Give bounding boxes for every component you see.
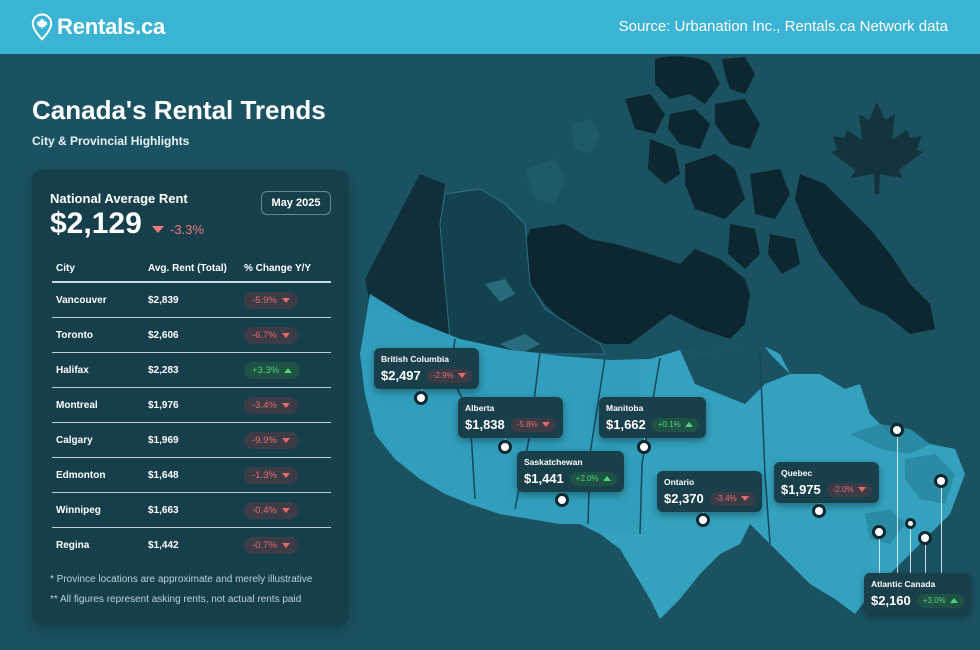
up-arrow-icon (284, 367, 293, 373)
down-arrow-icon (281, 402, 290, 408)
down-arrow-icon (281, 543, 290, 548)
change-badge: +3.3% (244, 361, 301, 379)
up-arrow-icon (684, 422, 693, 427)
national-summary-card: National Average Rent $2,129 -3.3% May 2… (32, 170, 349, 625)
footnote-locations: * Province locations are approximate and… (50, 574, 313, 585)
map-pin-maple-icon (31, 13, 53, 41)
top-banner: Rentals.ca Source: Urbanation Inc., Rent… (0, 0, 980, 54)
down-arrow-icon (281, 507, 290, 513)
up-arrow-icon (602, 476, 611, 481)
northwest-territories (439, 188, 606, 355)
province-label-manitoba[interactable]: Manitoba $1,662 +0.1% (599, 397, 706, 438)
map-pin-newfoundland[interactable] (890, 423, 904, 437)
source-credit: Source: Urbanation Inc., Rentals.ca Netw… (618, 18, 948, 35)
change-badge: -0.7% (244, 537, 298, 554)
yukon (365, 174, 450, 339)
down-arrow-icon (281, 332, 290, 338)
national-rent-change: -3.3% (152, 222, 204, 237)
date-selector[interactable]: May 2025 (261, 191, 331, 215)
national-rent-label: National Average Rent (50, 191, 188, 206)
logo-text: Rentals.ca (57, 14, 166, 39)
page-subtitle: City & Provincial Highlights (32, 134, 190, 148)
map-pin-ontario[interactable] (696, 513, 710, 527)
change-badge: -3.4% (709, 491, 755, 506)
table-header: City Avg. Rent (Total) % Change Y/Y (52, 256, 331, 283)
col-header-change: % Change Y/Y (244, 263, 312, 274)
map-pin-saskatchewan[interactable] (555, 493, 569, 507)
col-header-rent: Avg. Rent (Total) (148, 263, 227, 274)
table-row: Halifax $2,283 +3.3% (52, 353, 331, 388)
change-badge: -3.4% (244, 396, 298, 414)
table-row: Calgary $1,969 -9.9% (52, 423, 331, 458)
change-badge: -9.9% (244, 431, 298, 449)
change-badge: -6.7% (244, 326, 298, 344)
province-label-ontario[interactable]: Ontario $2,370 -3.4% (657, 471, 762, 512)
down-arrow-icon (281, 437, 290, 443)
province-label-atlantic-canada[interactable]: Atlantic Canada $2,160 +3.0% (864, 573, 971, 614)
arctic-islands (520, 56, 935, 344)
map-pin-nova-scotia[interactable] (918, 531, 932, 545)
province-label-alberta[interactable]: Alberta $1,838 -5.8% (458, 397, 563, 438)
down-arrow-icon (152, 226, 164, 233)
table-row: Edmonton $1,648 -1.3% (52, 458, 331, 493)
table-row: Winnipeg $1,663 -0.4% (52, 493, 331, 528)
change-badge: -1.3% (244, 466, 298, 484)
province-label-saskatchewan[interactable]: Saskatchewan $1,441 +2.0% (517, 451, 624, 492)
city-rent-table: City Avg. Rent (Total) % Change Y/Y Vanc… (52, 256, 331, 563)
province-label-quebec[interactable]: Quebec $1,975 -2.0% (774, 462, 879, 503)
page-title: Canada's Rental Trends (32, 95, 326, 125)
down-arrow-icon (281, 297, 290, 303)
western-arctic-islands (525, 119, 600, 204)
table-row: Vancouver $2,839 -5.9% (52, 283, 331, 318)
change-badge: +0.1% (651, 417, 699, 432)
province-label-british-columbia[interactable]: British Columbia $2,497 -2.9% (374, 348, 479, 389)
down-arrow-icon (740, 496, 749, 501)
change-badge: -2.9% (426, 368, 472, 383)
change-badge: -2.0% (826, 482, 872, 497)
table-row: Toronto $2,606 -6.7% (52, 318, 331, 353)
footnote-asking-rents: ** All figures represent asking rents, n… (50, 594, 302, 605)
table-row: Regina $1,442 -0.7% (52, 528, 331, 563)
up-arrow-icon (949, 598, 958, 603)
map-pin-new-brunswick[interactable] (872, 525, 886, 539)
change-badge: -0.4% (244, 501, 298, 519)
change-badge: -5.9% (244, 291, 298, 309)
change-badge: +3.0% (916, 593, 964, 608)
map-pin-alberta[interactable] (498, 440, 512, 454)
down-arrow-icon (457, 373, 466, 378)
change-badge: -5.8% (510, 417, 556, 432)
map-pin-manitoba[interactable] (637, 440, 651, 454)
col-header-city: City (56, 263, 75, 274)
map-pin-newfoundland-island[interactable] (934, 474, 948, 488)
down-arrow-icon (857, 487, 866, 492)
maple-leaf-icon (831, 102, 923, 194)
table-row: Montreal $1,976 -3.4% (52, 388, 331, 423)
map-pin-british-columbia[interactable] (414, 391, 428, 405)
map-pin-quebec[interactable] (812, 504, 826, 518)
national-rent-value: $2,129 (50, 207, 142, 240)
map-pin-pei[interactable] (905, 518, 916, 529)
rentals-logo[interactable]: Rentals.ca (31, 13, 165, 41)
change-badge: +2.0% (569, 471, 617, 486)
down-arrow-icon (541, 422, 550, 427)
down-arrow-icon (281, 472, 290, 478)
